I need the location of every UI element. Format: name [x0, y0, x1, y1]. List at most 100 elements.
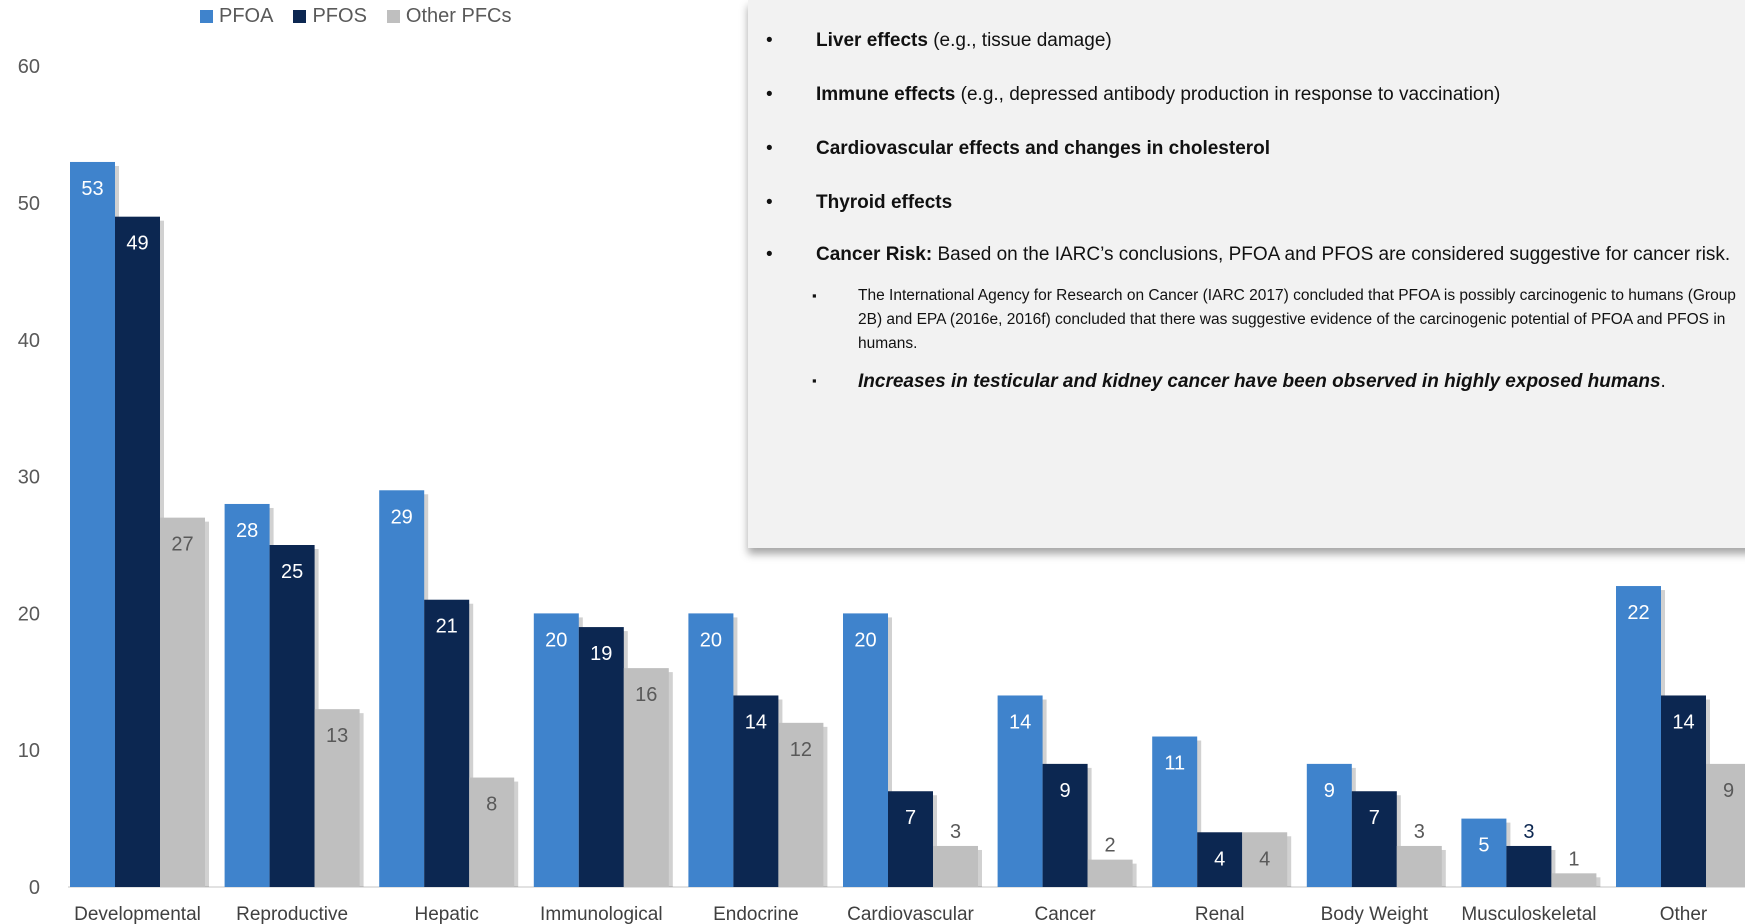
legend-swatch-pfos [293, 10, 307, 23]
data-label: 1 [1568, 848, 1579, 870]
bar-pfos [578, 627, 624, 887]
bar-pfos [1506, 845, 1552, 887]
bar-pfos [733, 695, 779, 887]
y-tick-label: 20 [18, 603, 40, 625]
x-category-label: Cardiovascular [847, 904, 974, 924]
data-label: 9 [1723, 780, 1734, 802]
data-label: 14 [745, 711, 767, 733]
bar-other-pfcs [778, 722, 824, 887]
data-label: 14 [1009, 711, 1031, 733]
bar-pfos [115, 216, 160, 887]
chart-legend: PFOA PFOS Other PFCs [200, 5, 511, 28]
x-category-label: Other [1660, 904, 1708, 924]
bar-pfos [1661, 695, 1706, 887]
bar-other-pfcs [623, 668, 669, 887]
y-tick-label: 60 [18, 56, 40, 78]
bar-pfoa [843, 613, 888, 887]
bar-pfoa [70, 161, 115, 887]
bullet-bold: Thyroid effects [816, 192, 953, 213]
bar-other-pfcs [314, 709, 360, 887]
data-label: 11 [1164, 753, 1185, 775]
data-label: 12 [790, 739, 812, 761]
bar-pfoa [224, 503, 270, 887]
y-tick-label: 30 [18, 467, 40, 489]
data-label: 3 [950, 821, 961, 843]
x-category-label: Reproductive [236, 904, 348, 924]
health-effects-callout: • Liver effects (e.g., tissue damage) • … [748, 0, 1745, 548]
data-label: 22 [1627, 602, 1649, 624]
data-label: 9 [1324, 780, 1335, 802]
x-category-label: Body Weight [1321, 904, 1429, 924]
iarc-note: ▪ The International Agency for Research … [812, 284, 1745, 356]
data-label: 19 [590, 643, 612, 665]
testicular-kidney-note: ▪ Increases in testicular and kidney can… [812, 371, 1666, 393]
x-category-label: Hepatic [414, 904, 478, 924]
legend-swatch-other-pfcs [386, 10, 400, 23]
data-label: 14 [1672, 711, 1694, 733]
bar-pfoa [1461, 818, 1507, 887]
bar-other-pfcs [1396, 845, 1442, 887]
bar-pfos [888, 791, 933, 887]
data-label: 16 [635, 684, 657, 706]
bar-pfoa [997, 695, 1043, 887]
bullet-rest: Based on the IARC’s conclusions, PFOA an… [932, 244, 1731, 265]
bullet-bold: Immune effects [816, 84, 956, 105]
bar-pfos [1197, 832, 1243, 887]
bullet-rest: (e.g., depressed antibody production in … [955, 84, 1501, 105]
testicular-kidney-text: Increases in testicular and kidney cance… [858, 371, 1661, 392]
legend-label-pfoa: PFOA [219, 5, 274, 27]
bullet-marker: • [766, 84, 773, 105]
legend-label-pfos: PFOS [312, 5, 367, 27]
y-tick-label: 40 [18, 330, 40, 352]
bar-pfoa [379, 490, 425, 887]
bullet-bold: Cancer Risk: [816, 244, 933, 265]
legend-item-pfos: PFOS [293, 5, 367, 28]
bar-other-pfcs [1551, 873, 1597, 887]
bullet-rest: (e.g., tissue damage) [927, 30, 1112, 51]
bar-pfoa [1152, 736, 1198, 887]
x-category-label: Musculoskeletal [1461, 904, 1596, 924]
bar-pfos [424, 599, 470, 887]
data-label: 20 [545, 629, 567, 651]
data-label: 3 [1414, 821, 1425, 843]
bullet-marker: • [766, 192, 773, 213]
x-category-label: Endocrine [713, 904, 799, 924]
data-label: 49 [126, 233, 148, 255]
x-category-label: Developmental [74, 904, 201, 924]
y-tick-label: 0 [29, 877, 40, 899]
data-label: 13 [326, 725, 348, 747]
legend-swatch-pfoa [200, 10, 213, 23]
bar-pfos [269, 545, 315, 887]
bar-other-pfcs [933, 845, 978, 887]
sub-bullet-marker: ▪ [812, 288, 817, 303]
bar-pfoa [1306, 763, 1352, 887]
bar-other-pfcs [469, 777, 515, 887]
data-label: 7 [905, 807, 916, 829]
bullet-marker: • [766, 244, 773, 265]
data-label: 3 [1523, 821, 1534, 843]
sub-bullet-marker: ▪ [812, 373, 817, 388]
data-label: 20 [700, 629, 722, 651]
bar-other-pfcs [160, 517, 205, 887]
bar-other-pfcs [1706, 763, 1745, 887]
iarc-note-text: The International Agency for Research on… [858, 287, 1736, 352]
data-label: 7 [1369, 807, 1380, 829]
bullet-marker: • [766, 138, 773, 159]
data-label: 8 [486, 794, 497, 816]
y-tick-label: 10 [18, 740, 40, 762]
bar-pfoa [688, 613, 734, 887]
legend-item-other-pfcs: Other PFCs [386, 5, 512, 28]
bullet-bold: Liver effects [816, 30, 928, 51]
bar-pfos [1351, 791, 1397, 887]
data-label: 21 [436, 616, 458, 638]
data-label: 29 [391, 506, 413, 528]
bar-pfos [1042, 763, 1088, 887]
x-category-label: Immunological [540, 904, 663, 924]
bar-pfoa [1616, 586, 1661, 887]
data-label: 27 [171, 534, 193, 556]
legend-label-other-pfcs: Other PFCs [405, 5, 512, 27]
data-label: 9 [1060, 780, 1071, 802]
bullet-marker: • [766, 30, 773, 51]
bullet-bold: Cardiovascular effects and changes in ch… [816, 138, 1271, 159]
